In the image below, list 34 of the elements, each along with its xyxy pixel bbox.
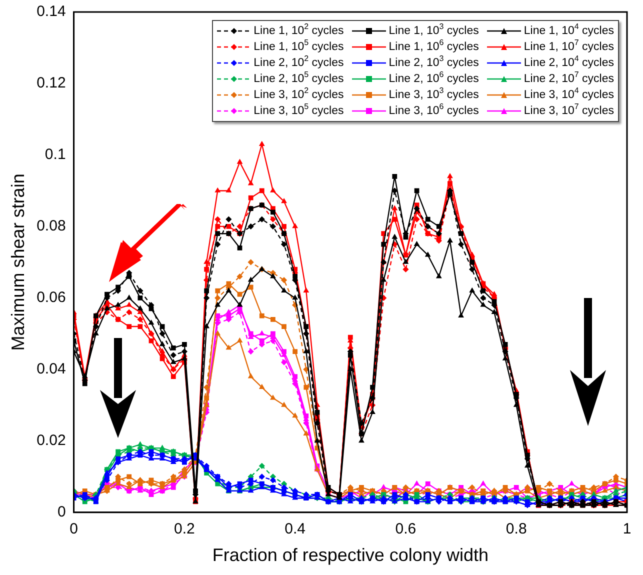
legend-label: Line 3, 10$^{7}$ cycles bbox=[524, 102, 614, 119]
legend-label: Line 1, 10$^{3}$ cycles bbox=[388, 22, 479, 39]
legend-label: Line 1, 10$^{7}$ cycles bbox=[524, 38, 614, 55]
legend-label: Line 1, 10$^{2}$ cycles bbox=[254, 22, 344, 39]
legend-label: Line 2, 10$^{7}$ cycles bbox=[524, 70, 614, 87]
legend-label: Line 3, 10$^{2}$ cycles bbox=[254, 86, 344, 103]
x-tick-label: 0.6 bbox=[395, 520, 416, 538]
legend-label: Line 2, 10$^{4}$ cycles bbox=[524, 54, 614, 71]
x-tick-label: 0.4 bbox=[284, 520, 306, 538]
legend-label: Line 3, 10$^{3}$ cycles bbox=[388, 86, 479, 103]
legend-label: Line 2, 10$^{6}$ cycles bbox=[388, 70, 479, 87]
y-tick-label: 0.02 bbox=[36, 432, 66, 450]
x-tick-label: 0 bbox=[70, 520, 78, 538]
y-tick-label: 0.08 bbox=[36, 218, 66, 235]
legend-label: Line 2, 10$^{5}$ cycles bbox=[254, 70, 344, 87]
y-axis-title: Maximum shear strain bbox=[8, 174, 28, 351]
legend-label: Line 1, 10$^{6}$ cycles bbox=[388, 38, 479, 55]
x-tick-label: 0.8 bbox=[506, 520, 527, 538]
legend-label: Line 3, 10$^{6}$ cycles bbox=[388, 102, 479, 119]
legend-label: Line 2, 10$^{2}$ cycles bbox=[254, 54, 344, 71]
legend-label: Line 1, 10$^{5}$ cycles bbox=[254, 38, 344, 55]
legend-label: Line 1, 10$^{4}$ cycles bbox=[524, 22, 614, 39]
x-tick-label: 0.2 bbox=[174, 520, 195, 538]
x-axis-title: Fraction of respective colony width bbox=[212, 545, 488, 566]
y-tick-label: 0.12 bbox=[36, 74, 66, 92]
legend-label: Line 3, 10$^{4}$ cycles bbox=[524, 86, 614, 103]
y-tick-label: 0.14 bbox=[36, 3, 66, 20]
y-tick-label: 0.04 bbox=[36, 360, 66, 378]
y-tick-label: 0 bbox=[57, 504, 66, 521]
y-tick-label: 0.1 bbox=[44, 146, 66, 164]
legend-label: Line 3, 10$^{5}$ cycles bbox=[254, 102, 344, 119]
legend-label: Line 2, 10$^{3}$ cycles bbox=[388, 54, 479, 71]
y-tick-label: 0.06 bbox=[36, 289, 66, 306]
x-tick-label: 1 bbox=[622, 520, 632, 538]
